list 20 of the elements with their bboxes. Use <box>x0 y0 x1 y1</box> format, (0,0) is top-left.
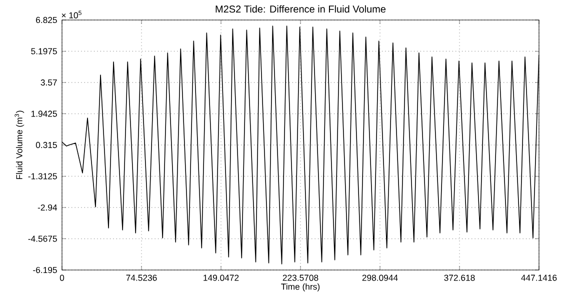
y-tick-label: -6.195 <box>33 266 57 274</box>
chart-title: M2S2 Tide: Difference in Fluid Volume <box>216 5 386 13</box>
y-tick-label: -2.94 <box>38 204 58 211</box>
y-tick-label: 3.57 <box>40 79 57 86</box>
y-tick-label: -4.5675 <box>28 236 57 242</box>
x-tick-label: 447.1416 <box>521 274 557 281</box>
y-tick-label: -1.3125 <box>28 173 57 180</box>
y-axis-title: Fluid Volume (m$^{3}$) <box>14 110 24 180</box>
x-tick-label: 74.5236 <box>126 274 157 281</box>
text: × 10$^{5}$ <box>62 10 82 18</box>
y-tick-label: 6.825 <box>36 16 57 24</box>
x-tick-label: 223.5708 <box>282 274 318 281</box>
y-tick-label: 0.315 <box>36 142 57 148</box>
x-tick-label: 372.618 <box>444 274 475 281</box>
x-tick-label: 298.0944 <box>362 274 398 281</box>
x-tick-label: 149.0472 <box>204 274 239 281</box>
y-tick-label: 1.9425 <box>31 110 57 117</box>
y-tick-label: 5.1975 <box>31 48 57 54</box>
x-axis-title: Time (hrs) <box>281 283 320 292</box>
x-tick-label: 0 <box>60 274 64 281</box>
